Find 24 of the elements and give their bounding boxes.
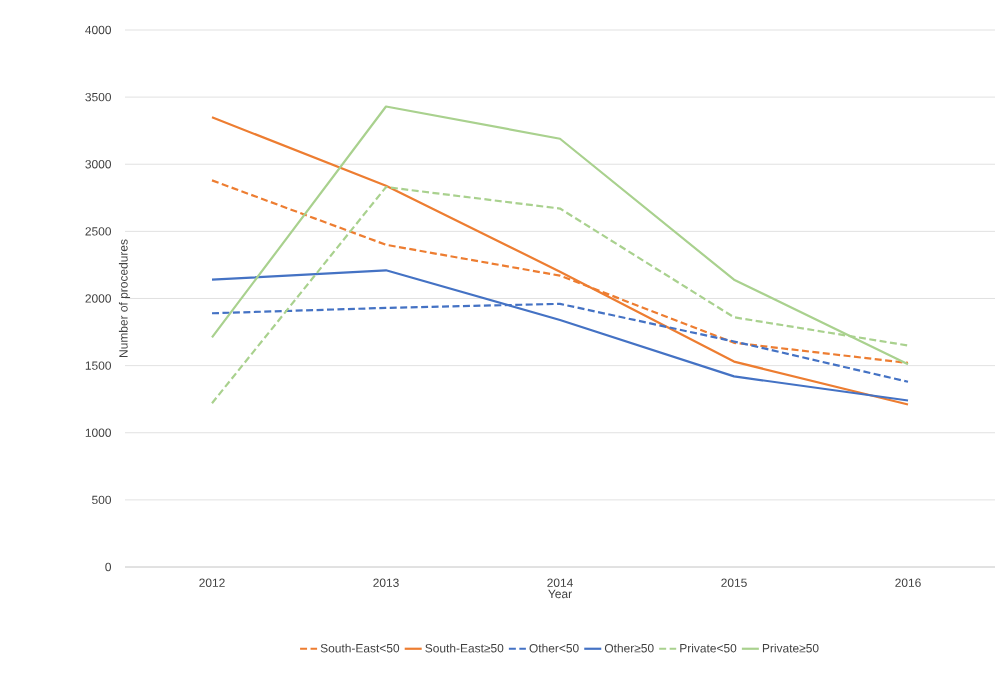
y-tick-label: 0: [105, 562, 112, 572]
legend-label: South-East≥50: [425, 643, 504, 653]
legend-label: Private≥50: [762, 643, 819, 653]
x-tick-label: 2014: [547, 578, 573, 587]
x-tick-label: 2012: [199, 578, 225, 587]
legend-label: Other≥50: [604, 643, 654, 653]
legend-label: Other<50: [529, 643, 579, 653]
x-tick-label: 2015: [721, 578, 747, 587]
y-tick-label: 500: [92, 495, 112, 505]
line-series: [210, 116, 910, 406]
y-tick-label: 3500: [85, 92, 112, 102]
y-tick-label: 3000: [85, 160, 112, 169]
x-tick-label: 2013: [373, 578, 399, 587]
line-series: [210, 269, 910, 402]
legend-label: Private<50: [680, 643, 737, 653]
legend-label: South-East<50: [320, 643, 400, 653]
y-tick-label: 2500: [85, 227, 112, 236]
y-axis-title: Number of procedures: [118, 239, 131, 357]
y-tick-label: 1000: [85, 428, 112, 437]
x-tick-label: 2016: [895, 578, 921, 587]
y-tick-label: 4000: [85, 25, 112, 35]
y-tick-label: 1500: [85, 361, 112, 370]
y-tick-label: 2000: [85, 294, 112, 303]
x-axis-title: Year: [548, 589, 572, 599]
